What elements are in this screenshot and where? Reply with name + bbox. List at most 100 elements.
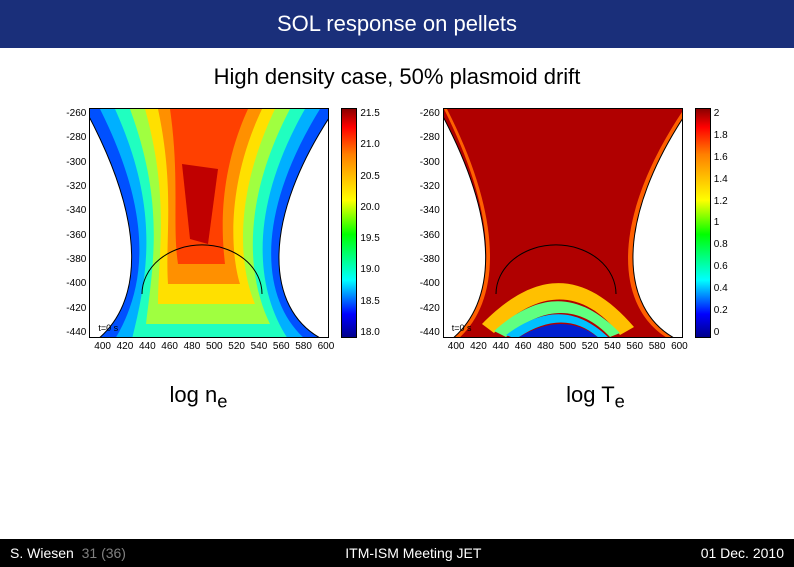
plot-labels-row: log ne log Te (0, 382, 794, 412)
footer-center: ITM-ISM Meeting JET (345, 545, 481, 561)
tick: 420 (470, 341, 487, 352)
tick: -340 (66, 205, 86, 216)
tick: 500 (559, 341, 576, 352)
slide-header: SOL response on pellets (0, 0, 794, 48)
colorbar-strip-left (341, 108, 357, 338)
tick: 440 (492, 341, 509, 352)
tick: 560 (273, 341, 290, 352)
tick: 0.2 (714, 305, 728, 316)
colorbar-labels-right: 2 1.8 1.6 1.4 1.2 1 0.8 0.6 0.4 0.2 0 (714, 108, 728, 338)
footer-slide-total: (36) (101, 545, 126, 561)
tick: 440 (139, 341, 156, 352)
contour-svg-left (90, 109, 329, 338)
plot-left: t=0 s (89, 108, 329, 338)
tick: 1.4 (714, 174, 728, 185)
chart-right: -260 -280 -300 -320 -340 -360 -380 -400 -420 -440… (420, 108, 728, 352)
plot-right: t=0 s (443, 108, 683, 338)
tick: -260 (66, 108, 86, 119)
footer-author: S. Wiesen (10, 545, 74, 561)
tick: 1.8 (714, 130, 728, 141)
tick: 0.8 (714, 239, 728, 250)
tick: 21.0 (360, 139, 379, 150)
yaxis-right: -260 -280 -300 -320 -340 -360 -380 -400 -420 -440 (420, 108, 443, 338)
colorbar-labels-left: 21.5 21.0 20.5 20.0 19.5 19.0 18.5 18.0 (360, 108, 379, 338)
tick: -420 (66, 303, 86, 314)
tick: 520 (228, 341, 245, 352)
time-label-left: t=0 s (98, 323, 118, 333)
tick: 20.0 (360, 202, 379, 213)
tick: 480 (537, 341, 554, 352)
tick: -320 (420, 181, 440, 192)
tick: -360 (66, 230, 86, 241)
tick: 0.6 (714, 261, 728, 272)
tick: 500 (206, 341, 223, 352)
tick: 520 (582, 341, 599, 352)
footer-slide: 31 (36) (78, 545, 126, 561)
colorbar-left: 21.5 21.0 20.5 20.0 19.5 19.0 18.5 18.0 (341, 108, 379, 338)
tick: -440 (66, 327, 86, 338)
tick: 560 (626, 341, 643, 352)
xaxis-right: 400 420 440 460 480 500 520 540 560 580 600 (448, 341, 688, 352)
chart-left-wrap: -260 -280 -300 -320 -340 -360 -380 -400 -420 -440… (66, 108, 379, 338)
tick: -320 (66, 181, 86, 192)
label-right-sub: e (615, 390, 625, 411)
chart-right-wrap: -260 -280 -300 -320 -340 -360 -380 -400 -420 -440… (420, 108, 728, 338)
tick: 1.2 (714, 196, 728, 207)
tick: 540 (251, 341, 268, 352)
tick: 400 (94, 341, 111, 352)
tick: 0 (714, 327, 728, 338)
tick: 0.4 (714, 283, 728, 294)
tick: -440 (420, 327, 440, 338)
tick: -280 (66, 132, 86, 143)
yaxis-left: -260 -280 -300 -320 -340 -360 -380 -400 -420 -440 (66, 108, 89, 338)
tick: -380 (420, 254, 440, 265)
tick: 460 (515, 341, 532, 352)
label-left-sub: e (217, 390, 227, 411)
tick: 18.5 (360, 296, 379, 307)
tick: -260 (420, 108, 440, 119)
label-right-text: log T (566, 382, 615, 407)
tick: -380 (66, 254, 86, 265)
tick: 600 (671, 341, 688, 352)
tick: 1.6 (714, 152, 728, 163)
tick: 600 (318, 341, 335, 352)
slide-subtitle: High density case, 50% plasmoid drift (0, 64, 794, 90)
tick: -280 (420, 132, 440, 143)
chart-row: -260 -280 -300 -320 -340 -360 -380 -400 -420 -440… (0, 108, 794, 352)
tick: 19.5 (360, 233, 379, 244)
colorbar-right: 2 1.8 1.6 1.4 1.2 1 0.8 0.6 0.4 0.2 0 (695, 108, 728, 338)
tick: 400 (448, 341, 465, 352)
contour-svg-right (444, 109, 683, 338)
tick: 1 (714, 217, 728, 228)
tick: -400 (420, 278, 440, 289)
label-right: log Te (416, 382, 776, 412)
tick: 480 (184, 341, 201, 352)
tick: -300 (420, 157, 440, 168)
slide-title: SOL response on pellets (277, 11, 517, 37)
tick: -300 (66, 157, 86, 168)
tick: 2 (714, 108, 728, 119)
label-left: log ne (19, 382, 379, 412)
footer-date: 01 Dec. 2010 (701, 545, 784, 561)
colorbar-strip-right (695, 108, 711, 338)
tick: 420 (117, 341, 134, 352)
footer-slide-num: 31 (82, 545, 98, 561)
time-label-right: t=0 s (452, 323, 472, 333)
slide-footer: S. Wiesen 31 (36) ITM-ISM Meeting JET 01… (0, 539, 794, 567)
tick: 18.0 (360, 327, 379, 338)
tick: -400 (66, 278, 86, 289)
xaxis-left: 400 420 440 460 480 500 520 540 560 580 600 (94, 341, 334, 352)
tick: 19.0 (360, 264, 379, 275)
tick: 460 (161, 341, 178, 352)
tick: -360 (420, 230, 440, 241)
label-left-text: log n (170, 382, 218, 407)
chart-left: -260 -280 -300 -320 -340 -360 -380 -400 -420 -440… (66, 108, 379, 352)
footer-left: S. Wiesen 31 (36) (10, 545, 126, 561)
tick: 20.5 (360, 171, 379, 182)
tick: 580 (649, 341, 666, 352)
tick: 540 (604, 341, 621, 352)
tick: 580 (295, 341, 312, 352)
tick: -340 (420, 205, 440, 216)
tick: -420 (420, 303, 440, 314)
tick: 21.5 (360, 108, 379, 119)
